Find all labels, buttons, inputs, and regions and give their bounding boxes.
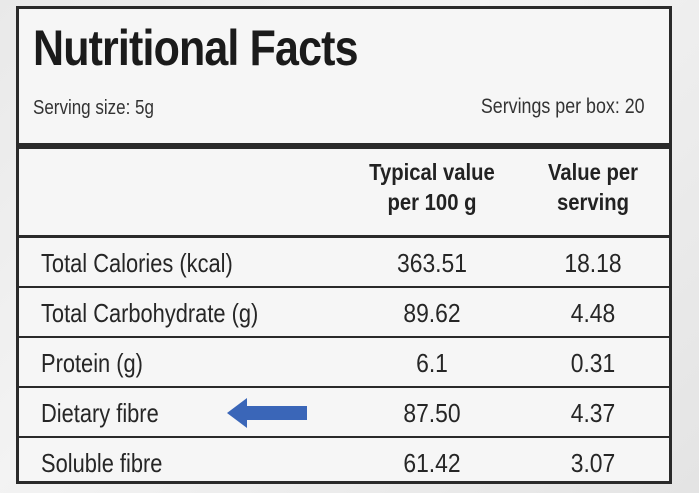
value-per-serving: 4.48 <box>570 298 616 328</box>
value-per-100g: 6.1 <box>416 348 448 378</box>
value-per-serving: 3.07 <box>570 448 616 478</box>
table-row: Total Calories (kcal) 363.51 18.18 <box>19 238 669 288</box>
column-header-typical-line2: per 100 g <box>387 189 477 215</box>
thick-divider <box>19 143 669 149</box>
nutrition-label: Nutritional Facts Serving size: 5g Servi… <box>16 6 672 484</box>
table-row: Total Carbohydrate (g) 89.62 4.48 <box>19 288 669 338</box>
column-header-typical-value: Typical value per 100 g <box>348 157 515 217</box>
serving-size: Serving size: 5g <box>33 97 154 119</box>
nutrient-name: Protein (g) <box>41 348 143 378</box>
value-per-serving: 4.37 <box>570 398 616 428</box>
value-per-100g: 363.51 <box>397 248 467 278</box>
table-row: Dietary fibre 87.50 4.37 <box>19 388 669 438</box>
nutrient-name: Total Carbohydrate (g) <box>41 298 259 328</box>
servings-per-box: Servings per box: 20 <box>481 95 645 118</box>
column-header-serving-line2: serving <box>556 189 629 215</box>
table-row: Protein (g) 6.1 0.31 <box>19 338 669 388</box>
nutrient-name: Soluble fibre <box>41 448 163 478</box>
column-header-value-per-serving: Value per serving <box>531 157 654 217</box>
value-per-serving: 18.18 <box>564 248 622 278</box>
value-per-100g: 61.42 <box>403 448 461 478</box>
nutrient-name: Dietary fibre <box>41 398 159 428</box>
nutrient-table: Total Calories (kcal) 363.51 18.18 Total… <box>19 238 669 488</box>
nutrient-name: Total Calories (kcal) <box>41 248 233 278</box>
value-per-serving: 0.31 <box>570 348 616 378</box>
label-title: Nutritional Facts <box>33 20 358 76</box>
value-per-100g: 87.50 <box>403 398 461 428</box>
table-row: Soluble fibre 61.42 3.07 <box>19 438 669 488</box>
column-header-typical-line1: Typical value <box>369 159 495 185</box>
column-header-serving-line1: Value per <box>547 159 639 185</box>
value-per-100g: 89.62 <box>403 298 461 328</box>
header-divider <box>19 235 669 238</box>
left-arrow-icon <box>227 398 307 428</box>
